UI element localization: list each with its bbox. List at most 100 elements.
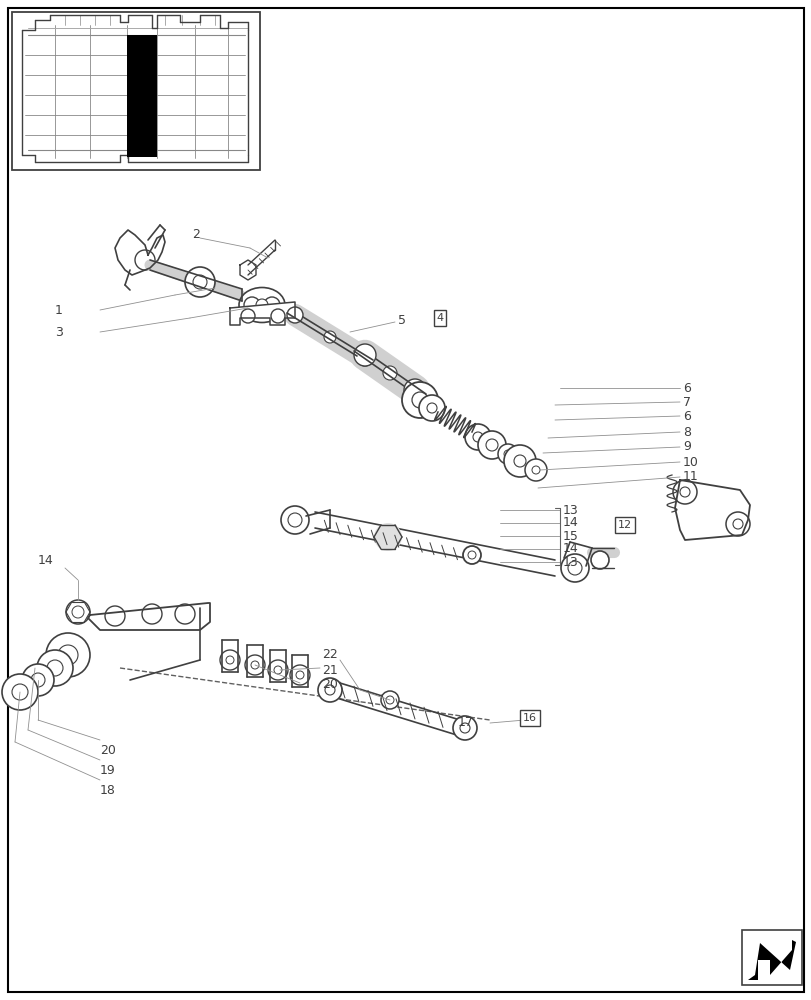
Polygon shape [115, 230, 165, 275]
Text: 6: 6 [682, 410, 690, 422]
Circle shape [478, 431, 505, 459]
Text: 19: 19 [100, 764, 116, 776]
Text: 5: 5 [397, 314, 406, 326]
Circle shape [31, 673, 45, 687]
Circle shape [264, 297, 280, 313]
Circle shape [401, 382, 437, 418]
Circle shape [411, 392, 427, 408]
Circle shape [560, 554, 588, 582]
Circle shape [105, 606, 125, 626]
Text: 13: 13 [562, 556, 578, 568]
Circle shape [66, 600, 90, 624]
Text: 21: 21 [322, 664, 337, 678]
Text: 15: 15 [562, 530, 578, 542]
Circle shape [241, 309, 255, 323]
Circle shape [46, 633, 90, 677]
Circle shape [460, 723, 470, 733]
Circle shape [324, 331, 336, 343]
Bar [741, 930, 801, 985]
Circle shape [374, 523, 401, 551]
Text: 13: 13 [562, 504, 578, 516]
Circle shape [380, 691, 398, 709]
Circle shape [357, 350, 372, 366]
Circle shape [725, 512, 749, 536]
Circle shape [58, 645, 78, 665]
Circle shape [12, 684, 28, 700]
Circle shape [568, 561, 581, 575]
Circle shape [486, 439, 497, 451]
Text: 9: 9 [682, 440, 690, 454]
Circle shape [383, 366, 397, 380]
Circle shape [273, 666, 281, 674]
Text: 4: 4 [436, 313, 443, 323]
Circle shape [473, 432, 483, 442]
Ellipse shape [238, 288, 285, 322]
Circle shape [418, 395, 444, 421]
Circle shape [354, 344, 375, 366]
Circle shape [243, 297, 260, 313]
Circle shape [467, 551, 475, 559]
Bar [12, 12, 260, 170]
Circle shape [504, 445, 535, 477]
Circle shape [679, 487, 689, 497]
Text: 12: 12 [617, 520, 631, 530]
Circle shape [251, 661, 259, 669]
Circle shape [281, 506, 309, 534]
Text: 20: 20 [322, 678, 337, 692]
Circle shape [427, 403, 436, 413]
Text: 8: 8 [682, 426, 690, 438]
Circle shape [497, 444, 517, 464]
Circle shape [72, 606, 84, 618]
Circle shape [296, 671, 303, 679]
Circle shape [2, 674, 38, 710]
Text: 17: 17 [457, 716, 474, 730]
Circle shape [318, 678, 341, 702]
Text: 2: 2 [191, 228, 200, 240]
Circle shape [531, 466, 539, 474]
Circle shape [404, 379, 426, 401]
Circle shape [288, 513, 302, 527]
Circle shape [245, 655, 264, 675]
Polygon shape [674, 480, 749, 540]
Text: 14: 14 [38, 554, 54, 566]
Circle shape [513, 455, 526, 467]
Circle shape [504, 450, 512, 458]
Text: 1: 1 [55, 304, 62, 316]
Circle shape [47, 660, 63, 676]
Polygon shape [747, 940, 795, 980]
Text: 14: 14 [562, 516, 578, 530]
Circle shape [225, 656, 234, 664]
Circle shape [290, 665, 310, 685]
Text: 11: 11 [682, 471, 698, 484]
Circle shape [732, 519, 742, 529]
Circle shape [175, 604, 195, 624]
Circle shape [286, 307, 303, 323]
Polygon shape [240, 260, 255, 280]
Text: 7: 7 [682, 395, 690, 408]
Polygon shape [88, 603, 210, 630]
Text: 22: 22 [322, 648, 337, 662]
Circle shape [135, 250, 155, 270]
Circle shape [324, 685, 335, 695]
Circle shape [142, 604, 162, 624]
Text: 14: 14 [562, 542, 578, 556]
Circle shape [590, 551, 608, 569]
Text: 6: 6 [682, 381, 690, 394]
Circle shape [462, 546, 480, 564]
Bar [127, 35, 157, 157]
Circle shape [185, 267, 215, 297]
Circle shape [22, 664, 54, 696]
Text: 10: 10 [682, 456, 698, 468]
Circle shape [672, 480, 696, 504]
Text: 3: 3 [55, 326, 62, 338]
Text: 16: 16 [522, 713, 536, 723]
Circle shape [525, 459, 547, 481]
Circle shape [453, 716, 476, 740]
Polygon shape [230, 302, 294, 325]
Circle shape [271, 309, 285, 323]
Circle shape [255, 299, 268, 311]
Circle shape [385, 696, 393, 704]
Text: 20: 20 [100, 744, 116, 756]
Circle shape [220, 650, 240, 670]
Circle shape [465, 424, 491, 450]
